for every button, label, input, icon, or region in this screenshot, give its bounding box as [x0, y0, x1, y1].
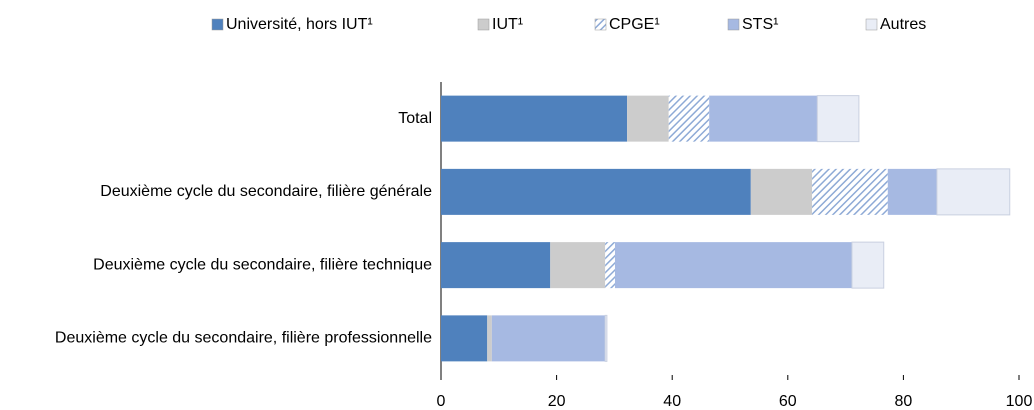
- legend-label: CPGE¹: [609, 16, 660, 33]
- bar-segment: [614, 242, 852, 289]
- bar-segment: [550, 242, 606, 289]
- category-label: Deuxième cycle du secondaire, filière gé…: [100, 183, 432, 200]
- category-label: Deuxième cycle du secondaire, filière te…: [93, 256, 432, 273]
- legend-label: IUT¹: [492, 16, 523, 33]
- bar-segment: [604, 314, 608, 362]
- x-tick-label: 0: [437, 393, 446, 410]
- bar-segment: [491, 315, 606, 362]
- bar-segment: [812, 168, 888, 215]
- bar-segment: [441, 315, 488, 362]
- legend-swatch: [594, 18, 607, 31]
- bar-segment: [709, 95, 818, 142]
- bar-segment: [816, 95, 860, 143]
- legend-swatch: [211, 18, 224, 31]
- bar-segment: [851, 241, 885, 289]
- bar-segment: [441, 95, 628, 142]
- x-tick-label: 80: [895, 393, 913, 410]
- x-tick-label: 60: [779, 393, 797, 410]
- legend-label: STS¹: [742, 16, 778, 33]
- category-label: Deuxième cycle du secondaire, filière pr…: [55, 330, 432, 347]
- category-label: Total: [398, 110, 432, 127]
- bar-segment: [487, 315, 492, 362]
- bar-segment: [627, 95, 669, 142]
- bar-segment: [668, 95, 710, 142]
- x-tick-label: 20: [548, 393, 566, 410]
- bar-segment: [441, 242, 551, 289]
- legend-label: Université, hors IUT¹: [226, 16, 373, 33]
- bar-segment: [887, 168, 937, 215]
- bar-segment: [750, 168, 813, 215]
- legend-swatch: [865, 18, 878, 31]
- x-tick-label: 40: [663, 393, 681, 410]
- bar-segment: [936, 168, 1011, 216]
- legend-swatch: [477, 18, 490, 31]
- x-tick-label: 100: [1006, 393, 1033, 410]
- bar-segment: [605, 242, 615, 289]
- bar-segment: [441, 168, 751, 215]
- legend-swatch: [727, 18, 740, 31]
- legend-label: Autres: [880, 16, 926, 33]
